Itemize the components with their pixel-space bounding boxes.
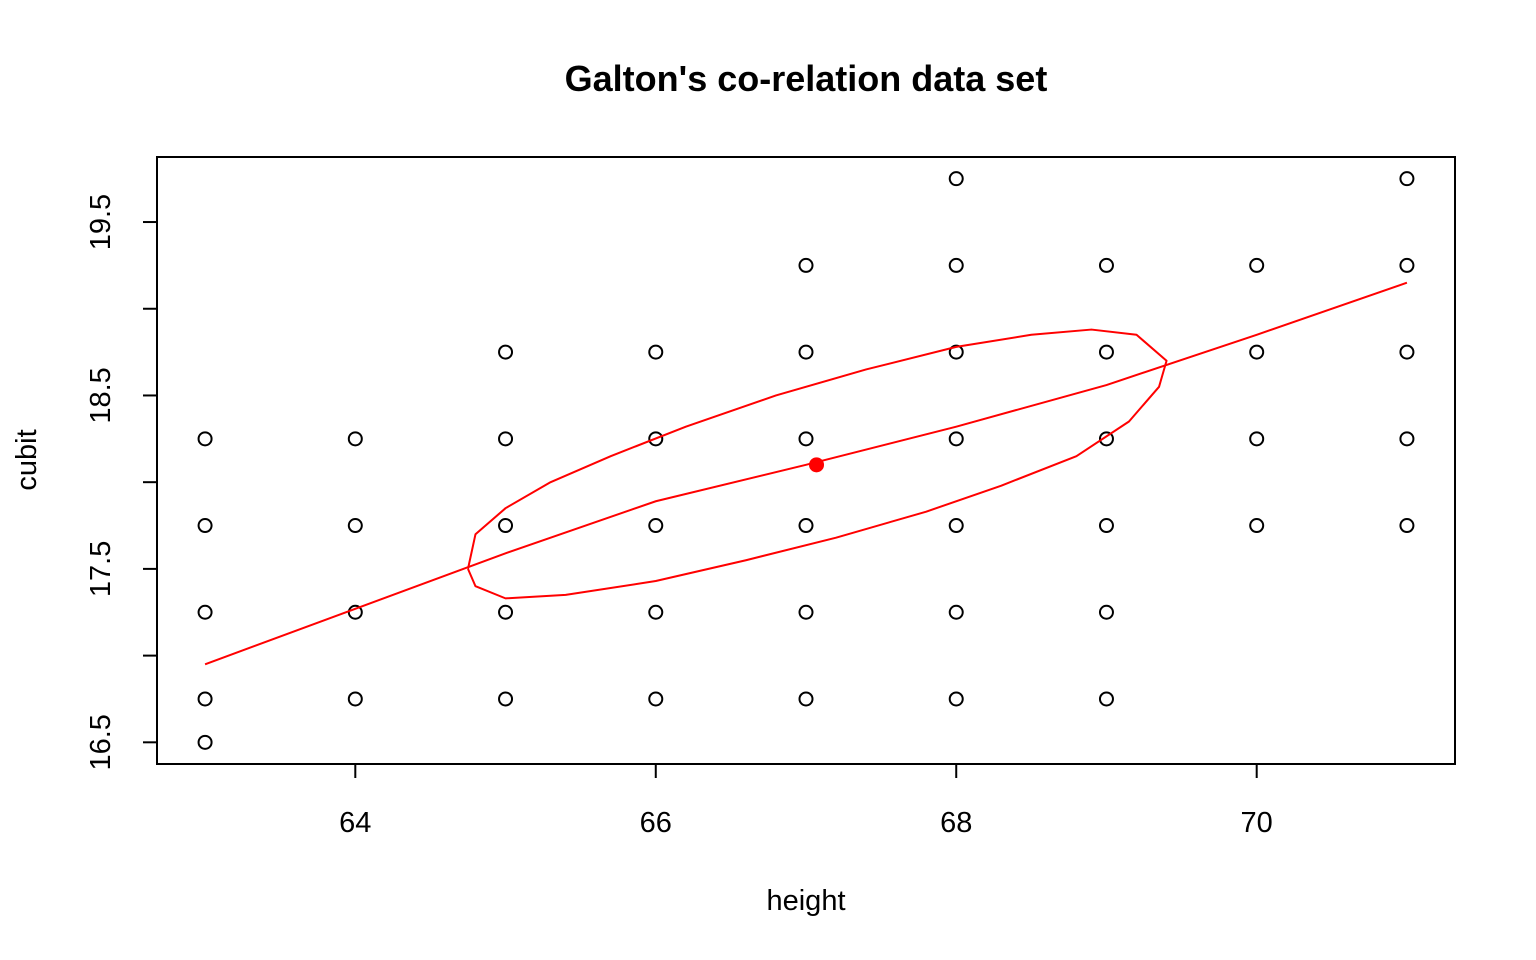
data-point [347,691,363,707]
y-tick-label: 18.5 [85,367,117,423]
data-point [498,431,514,447]
data-point [347,518,363,534]
data-point [197,734,213,750]
data-point [197,431,213,447]
data-point [1249,431,1265,447]
data-point [347,604,363,620]
data-ellipse [467,328,1168,600]
data-point [1399,518,1415,534]
x-axis: 64 66 68 70 [339,763,1273,839]
data-point [197,518,213,534]
data-point [498,691,514,707]
plot-frame [156,156,1456,765]
mean-point [809,457,825,473]
data-point [648,344,664,360]
red-overlay [204,281,1408,666]
data-point [648,691,664,707]
y-axis: 16.5 17.5 18.5 19.5 [85,194,158,771]
data-point [1098,344,1114,360]
data-point [1249,344,1265,360]
y-tick-label: 16.5 [85,714,117,770]
data-point [1098,518,1114,534]
data-point [197,691,213,707]
data-point [347,431,363,447]
data-point [498,518,514,534]
x-tick-label: 68 [940,807,972,839]
data-point [648,431,664,447]
data-point [798,257,814,273]
x-tick-label: 64 [339,807,371,839]
data-point [1399,171,1415,187]
data-point [1098,691,1114,707]
data-point [648,518,664,534]
x-tick-label: 66 [640,807,672,839]
data-point [498,344,514,360]
data-point [1399,257,1415,273]
data-point [798,604,814,620]
data-point [1098,257,1114,273]
data-point [1249,257,1265,273]
chart-title: Galton's co-relation data set [565,58,1048,99]
data-point [1399,344,1415,360]
data-point [798,431,814,447]
x-axis-label: height [766,885,845,917]
data-point [798,518,814,534]
y-tick-label: 19.5 [85,194,117,250]
data-point [498,604,514,620]
y-axis-label: cubit [11,429,43,490]
data-point [948,257,964,273]
data-point [1098,604,1114,620]
data-point [197,604,213,620]
data-point [1399,431,1415,447]
data-point [948,171,964,187]
data-point [948,431,964,447]
regression-line [204,281,1408,666]
data-point [948,691,964,707]
data-point [648,604,664,620]
data-point [1098,431,1114,447]
data-point [798,344,814,360]
data-point [798,691,814,707]
data-point [948,604,964,620]
y-tick-label: 17.5 [85,541,117,597]
x-tick-label: 70 [1241,807,1273,839]
data-point [948,344,964,360]
data-point [1249,518,1265,534]
scatter-points [197,171,1415,750]
data-point [948,518,964,534]
